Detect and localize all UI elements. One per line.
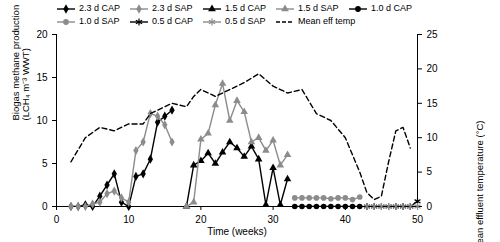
svg-text:20: 20 bbox=[195, 214, 207, 225]
html-text:2.3 d CAP: 2.3 d CAP bbox=[79, 3, 120, 13]
svg-text:10: 10 bbox=[427, 132, 439, 143]
svg-text:0: 0 bbox=[427, 201, 433, 212]
html-text:Mean eff temp: Mean eff temp bbox=[298, 16, 356, 26]
svg-text:50: 50 bbox=[412, 214, 424, 225]
svg-text:25: 25 bbox=[427, 29, 439, 40]
svg-text:0: 0 bbox=[54, 214, 60, 225]
html-text:1.5 d SAP: 1.5 d SAP bbox=[298, 3, 339, 13]
html-text:2.3 d SAP: 2.3 d SAP bbox=[152, 3, 193, 13]
svg-text:Time (weeks): Time (weeks) bbox=[207, 226, 267, 237]
svg-text:Mean effluent temperature (°C): Mean effluent temperature (°C) bbox=[474, 121, 485, 242]
html-text:0.5 d CAP: 0.5 d CAP bbox=[152, 16, 193, 26]
svg-text:20: 20 bbox=[36, 29, 48, 40]
svg-text:40: 40 bbox=[340, 214, 352, 225]
svg-text:10: 10 bbox=[36, 115, 48, 126]
html-text:0.5 d SAP: 0.5 d SAP bbox=[225, 16, 266, 26]
svg-text:Biogas methane production(LCH₄: Biogas methane production(LCH₄ m⁻³ WWT) bbox=[10, 5, 31, 121]
svg-text:10: 10 bbox=[123, 214, 135, 225]
svg-text:30: 30 bbox=[268, 214, 280, 225]
svg-text:20: 20 bbox=[427, 63, 439, 74]
svg-text:0: 0 bbox=[42, 201, 48, 212]
html-text:1.0 d SAP: 1.0 d SAP bbox=[79, 16, 120, 26]
svg-text:5: 5 bbox=[427, 166, 433, 177]
svg-text:15: 15 bbox=[36, 72, 48, 83]
html-text:1.5 d CAP: 1.5 d CAP bbox=[225, 3, 266, 13]
svg-text:15: 15 bbox=[427, 98, 439, 109]
svg-text:5: 5 bbox=[42, 158, 48, 169]
html-text:1.0 d CAP: 1.0 d CAP bbox=[371, 3, 412, 13]
